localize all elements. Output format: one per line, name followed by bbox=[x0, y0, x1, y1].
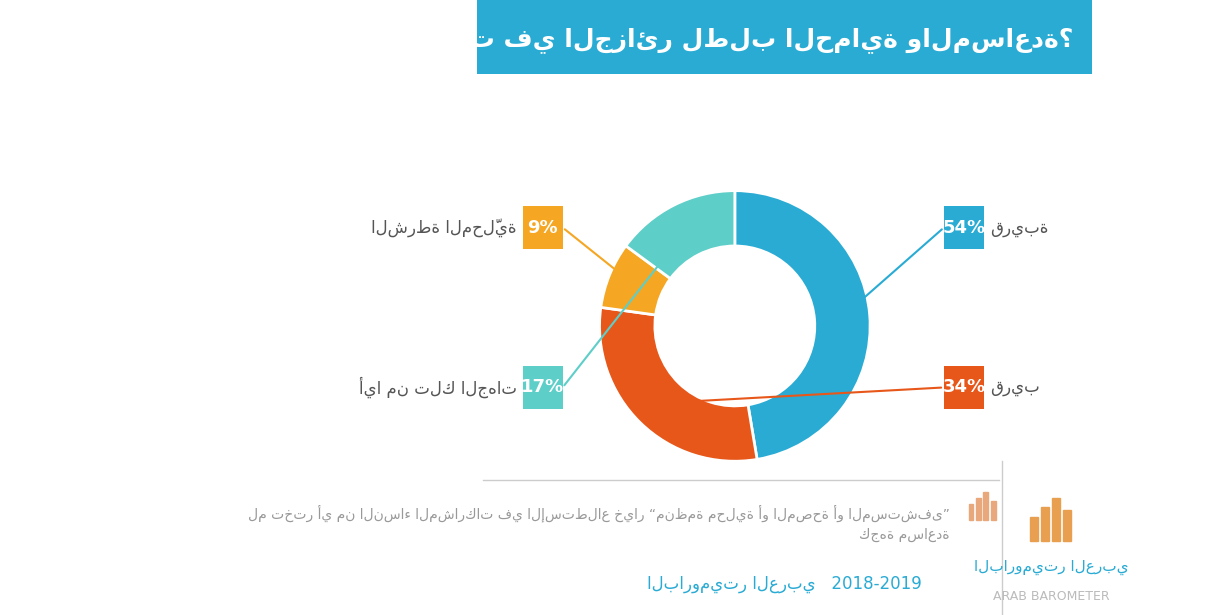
Bar bbox=[968, 504, 973, 520]
Text: الباروميتر العربي   2018-2019: الباروميتر العربي 2018-2019 bbox=[647, 575, 921, 593]
Bar bbox=[975, 498, 980, 520]
Text: 54%: 54% bbox=[942, 218, 985, 237]
Text: قريبة: قريبة bbox=[990, 218, 1048, 237]
Wedge shape bbox=[626, 191, 734, 279]
FancyBboxPatch shape bbox=[943, 366, 984, 409]
Text: إلى من تلجأ النساء المعنّفات في الجزائر لطلب الحماية والمساعدة؟: إلى من تلجأ النساء المعنّفات في الجزائر … bbox=[36, 21, 1073, 53]
Bar bbox=[990, 501, 995, 520]
Text: أيا من تلك الجهات: أيا من تلك الجهات bbox=[358, 377, 517, 398]
Text: الشرطة المحلّية: الشرطة المحلّية bbox=[371, 218, 517, 237]
Wedge shape bbox=[600, 246, 670, 315]
Text: الباروميتر العربي: الباروميتر العربي bbox=[974, 560, 1129, 575]
Text: لم تختر أي من النساء المشاركات في الإستطلاع خيار “منظمة محلية أو المصحة أو المست: لم تختر أي من النساء المشاركات في الإستط… bbox=[248, 505, 950, 522]
Text: 34%: 34% bbox=[942, 378, 985, 397]
Text: 9%: 9% bbox=[528, 218, 558, 237]
Bar bbox=[1052, 498, 1060, 541]
Wedge shape bbox=[599, 308, 758, 461]
Bar bbox=[983, 492, 988, 520]
FancyBboxPatch shape bbox=[523, 206, 562, 249]
Bar bbox=[1063, 510, 1071, 541]
FancyBboxPatch shape bbox=[523, 366, 562, 409]
Text: 17%: 17% bbox=[522, 378, 565, 397]
Text: كجهة مساعدة: كجهة مساعدة bbox=[860, 528, 950, 542]
Text: ARAB BAROMETER: ARAB BAROMETER bbox=[994, 590, 1109, 603]
FancyBboxPatch shape bbox=[943, 206, 984, 249]
FancyBboxPatch shape bbox=[476, 0, 1091, 74]
Wedge shape bbox=[734, 191, 870, 459]
Text: قريب: قريب bbox=[990, 378, 1039, 397]
Bar bbox=[1041, 507, 1049, 541]
Bar bbox=[1030, 517, 1038, 541]
